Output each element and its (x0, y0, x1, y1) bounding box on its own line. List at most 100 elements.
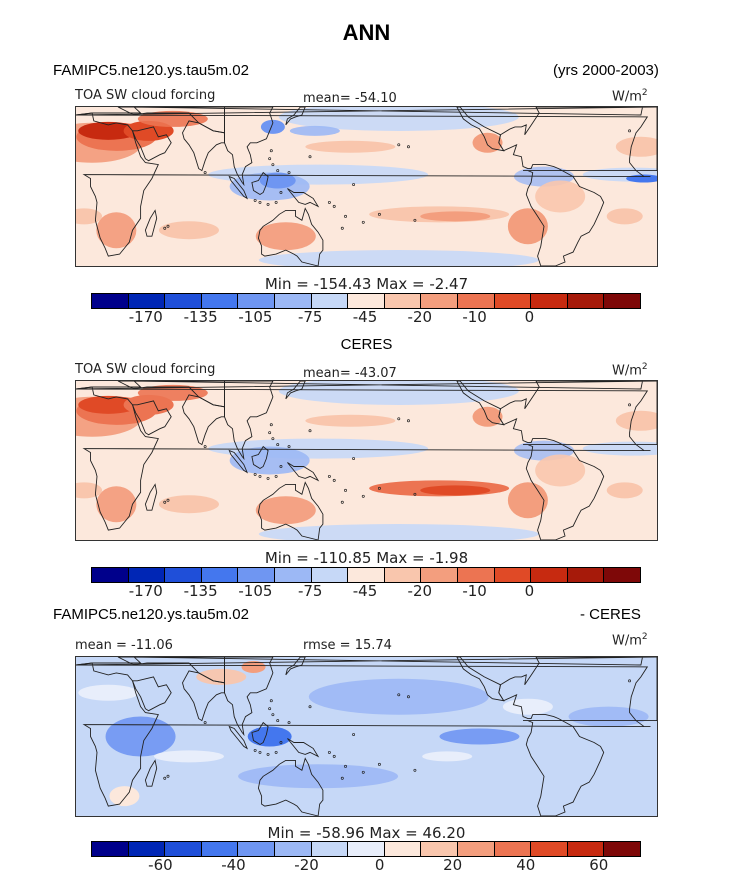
island (340, 776, 344, 780)
colorbar-swatch (348, 568, 385, 582)
colorbar-tick-label: 0 (524, 582, 535, 600)
colorbar-tick-label: -20 (407, 308, 433, 326)
island (271, 163, 275, 167)
coastline-arabia (131, 126, 172, 162)
colorbar-swatch (348, 294, 385, 308)
panel2-mean: mean= -43.07 (303, 366, 397, 381)
island (413, 492, 417, 496)
field-region (422, 751, 473, 762)
coastline-arabia (131, 676, 172, 712)
colorbar-swatch (238, 294, 275, 308)
field-region (615, 410, 657, 431)
coastline-mexico (456, 381, 505, 426)
colorbar-tick-label: -10 (462, 308, 487, 326)
island (253, 472, 257, 476)
field-region (308, 678, 489, 715)
coastline-sumatra (228, 449, 249, 474)
colorbar-swatch (494, 568, 532, 582)
island (340, 500, 344, 504)
obs-name: CERES (340, 336, 393, 353)
island (287, 445, 291, 449)
field-region (305, 414, 396, 427)
coastline-mexico (456, 657, 505, 702)
field-region (535, 454, 586, 487)
island (407, 419, 410, 423)
field-region (535, 180, 586, 213)
colorbar-tick-label: -45 (352, 308, 378, 326)
island (266, 476, 270, 480)
panel2-map (75, 380, 658, 541)
field-region (78, 121, 139, 140)
coastline-seasia (224, 107, 274, 187)
island (628, 129, 632, 133)
coastline-australia (257, 757, 324, 816)
colorbar-swatch (128, 294, 166, 308)
island (397, 417, 401, 421)
island (163, 776, 167, 780)
panel2-variable-label: TOA SW cloud forcing (75, 362, 216, 377)
island (344, 488, 347, 492)
field-region (606, 208, 643, 225)
island (258, 474, 262, 478)
panel2-colorbar (91, 567, 641, 583)
panel2-min-max: Min = -110.85 Max = -1.98 (264, 549, 469, 567)
island (413, 218, 417, 222)
colorbar-swatch (201, 568, 239, 582)
colorbar-swatch (531, 294, 568, 308)
colorbar-swatch (457, 568, 495, 582)
island (308, 429, 312, 433)
colorbar-swatch (531, 568, 568, 582)
island (166, 774, 170, 778)
island (407, 145, 410, 149)
colorbar-swatch (494, 842, 532, 856)
colorbar-tick-label: -45 (352, 582, 378, 600)
colorbar-swatch (384, 294, 422, 308)
colorbar-swatch (604, 294, 640, 308)
colorbar-tick-label: -105 (238, 582, 273, 600)
panel2-heatmap (76, 381, 657, 540)
island (271, 713, 275, 717)
colorbar-tick-label: -40 (221, 856, 246, 874)
field-region (229, 446, 310, 475)
coastline-europeasia (76, 657, 656, 666)
coastline-asia (117, 381, 225, 408)
field-region (420, 485, 491, 496)
colorbar-swatch (457, 294, 495, 308)
field-region (278, 107, 519, 131)
coastline-asia (117, 657, 225, 684)
colorbar-swatch (92, 568, 129, 582)
colorbar-swatch (421, 568, 458, 582)
panel1-units: W/m2 (612, 88, 648, 105)
field-region (196, 668, 247, 685)
island (203, 171, 207, 175)
field-region (582, 441, 657, 456)
island (163, 500, 167, 504)
coastline-japan (285, 657, 306, 676)
island (344, 764, 347, 768)
years-label: (yrs 2000-2003) (553, 62, 659, 79)
island (279, 741, 283, 744)
island (377, 486, 381, 490)
colorbar-swatch (92, 842, 129, 856)
colorbar-swatch (567, 842, 605, 856)
field-region (420, 211, 491, 222)
island (344, 214, 347, 218)
field-region (472, 132, 503, 153)
coastline-seasia (224, 381, 274, 461)
island (397, 693, 401, 697)
colorbar-swatch (201, 294, 239, 308)
field-region (289, 125, 340, 136)
field-region (278, 381, 519, 405)
coastline-seasia (224, 657, 274, 737)
island (268, 707, 272, 711)
field-region (78, 395, 139, 414)
colorbar-tick-label: 40 (516, 856, 536, 874)
case-name: FAMIPC5.ne120.ys.tau5m.02 (53, 62, 249, 79)
coastline-borneo (251, 171, 269, 196)
figure-title: ANN (342, 20, 391, 45)
field-region (258, 250, 539, 266)
coastline-americas (498, 381, 657, 540)
field-region (96, 212, 137, 249)
colorbar-tick-label: 20 (443, 856, 463, 874)
colorbar-tick-label: -10 (462, 582, 487, 600)
